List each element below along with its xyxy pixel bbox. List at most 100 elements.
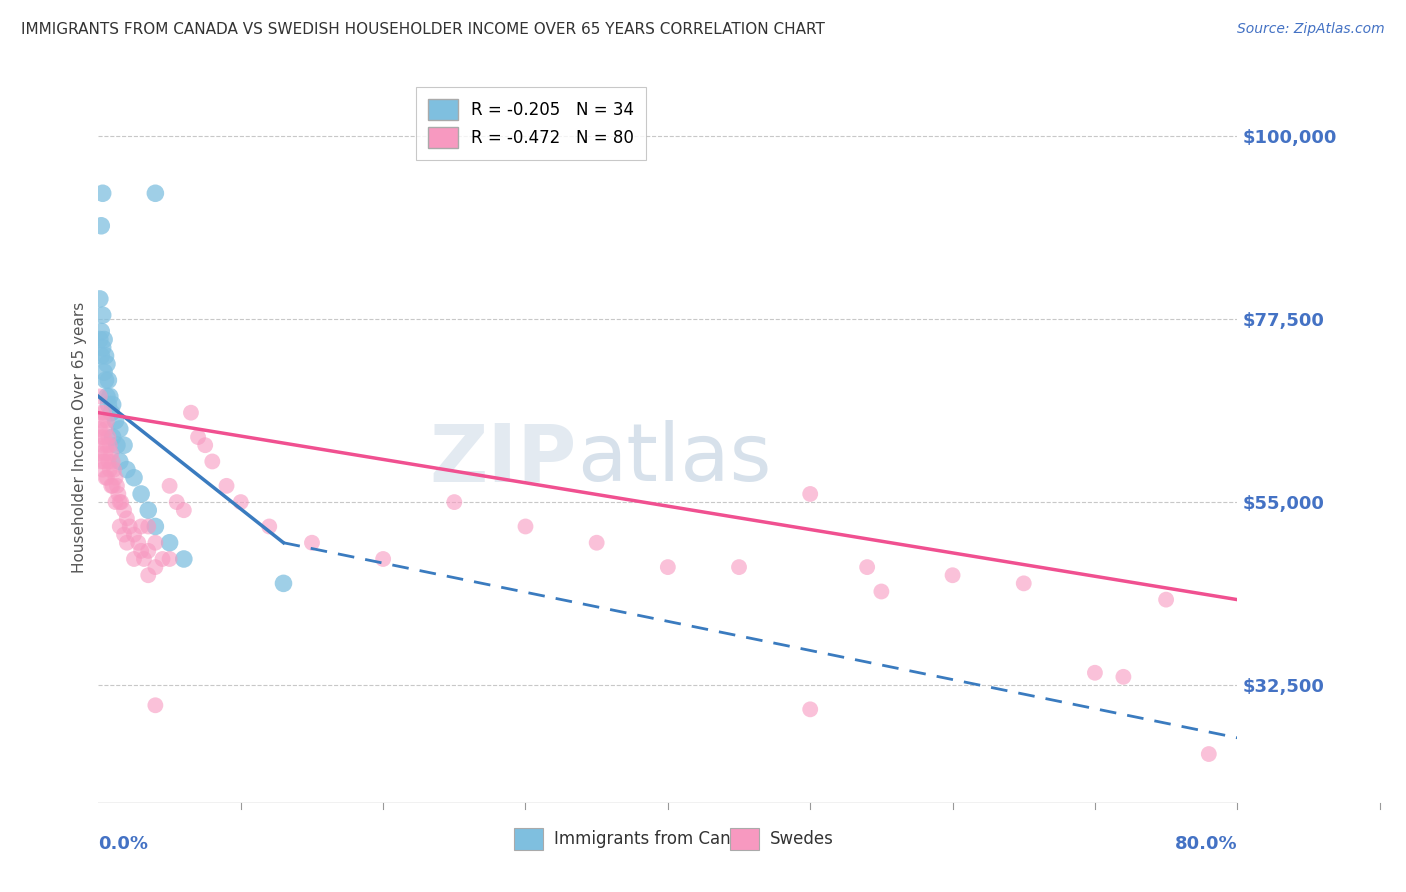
Point [1012, 576, 1035, 591]
Point [90, 325, 112, 339]
Point [122, 527, 145, 541]
Point [98, 389, 121, 403]
Point [93, 406, 115, 420]
Point [93, 430, 115, 444]
Point [94, 373, 117, 387]
Point [90, 349, 112, 363]
Point [136, 503, 159, 517]
Point [93, 365, 115, 379]
Point [108, 519, 131, 533]
Point [89, 292, 111, 306]
Text: Swedes: Swedes [770, 830, 834, 848]
Point [100, 446, 122, 460]
Point [110, 495, 132, 509]
Point [136, 544, 159, 558]
Point [96, 357, 118, 371]
Point [93, 454, 115, 468]
FancyBboxPatch shape [515, 829, 543, 850]
Point [145, 535, 167, 549]
Point [173, 552, 195, 566]
Point [96, 471, 118, 485]
Point [90, 454, 112, 468]
Point [94, 471, 117, 485]
Point [103, 462, 125, 476]
Point [180, 406, 202, 420]
Point [112, 438, 135, 452]
Point [118, 519, 141, 533]
Point [91, 186, 114, 201]
Point [97, 454, 120, 468]
Point [89, 389, 111, 403]
Point [273, 576, 295, 591]
Point [132, 552, 155, 566]
Point [129, 544, 152, 558]
Point [127, 535, 149, 549]
Point [105, 479, 128, 493]
Point [91, 341, 114, 355]
Point [96, 414, 118, 428]
Point [136, 568, 159, 582]
Point [101, 479, 124, 493]
Point [89, 422, 111, 436]
Point [98, 438, 121, 452]
Point [104, 495, 127, 509]
Point [1154, 592, 1177, 607]
Point [97, 430, 120, 444]
Point [585, 535, 607, 549]
Point [229, 495, 252, 509]
Point [96, 438, 118, 452]
Point [728, 560, 751, 574]
Point [97, 373, 120, 387]
Point [515, 519, 537, 533]
Point [145, 560, 167, 574]
Point [97, 398, 120, 412]
Point [100, 406, 122, 420]
Point [443, 495, 465, 509]
Point [112, 527, 135, 541]
Point [122, 552, 145, 566]
Point [166, 495, 188, 509]
Point [145, 519, 167, 533]
Text: atlas: atlas [576, 420, 770, 498]
Point [301, 535, 323, 549]
Point [112, 503, 135, 517]
Point [799, 487, 821, 501]
FancyBboxPatch shape [731, 829, 759, 850]
Point [194, 438, 217, 452]
Point [215, 479, 238, 493]
Point [104, 414, 127, 428]
Point [115, 462, 138, 476]
Point [115, 535, 138, 549]
Point [129, 519, 152, 533]
Text: IMMIGRANTS FROM CANADA VS SWEDISH HOUSEHOLDER INCOME OVER 65 YEARS CORRELATION C: IMMIGRANTS FROM CANADA VS SWEDISH HOUSEH… [21, 22, 825, 37]
Point [101, 454, 124, 468]
Point [100, 479, 122, 493]
Point [96, 389, 118, 403]
Point [108, 495, 131, 509]
Point [201, 454, 224, 468]
Point [91, 308, 114, 322]
Point [94, 422, 117, 436]
Point [373, 552, 395, 566]
Text: ZIP: ZIP [429, 420, 576, 498]
Point [89, 333, 111, 347]
Point [98, 462, 121, 476]
Point [108, 454, 131, 468]
Point [173, 503, 195, 517]
Point [89, 446, 111, 460]
Point [90, 406, 112, 420]
Legend: R = -0.205   N = 34, R = -0.472   N = 80: R = -0.205 N = 34, R = -0.472 N = 80 [416, 87, 645, 160]
Point [187, 430, 209, 444]
Point [942, 568, 965, 582]
Point [145, 698, 167, 713]
Point [657, 560, 679, 574]
Point [93, 333, 115, 347]
Text: 0.0%: 0.0% [98, 835, 149, 854]
Point [870, 584, 893, 599]
Point [259, 519, 281, 533]
Point [91, 414, 114, 428]
Text: Source: ZipAtlas.com: Source: ZipAtlas.com [1237, 22, 1385, 37]
Point [108, 422, 131, 436]
Point [107, 487, 129, 501]
Point [94, 349, 117, 363]
